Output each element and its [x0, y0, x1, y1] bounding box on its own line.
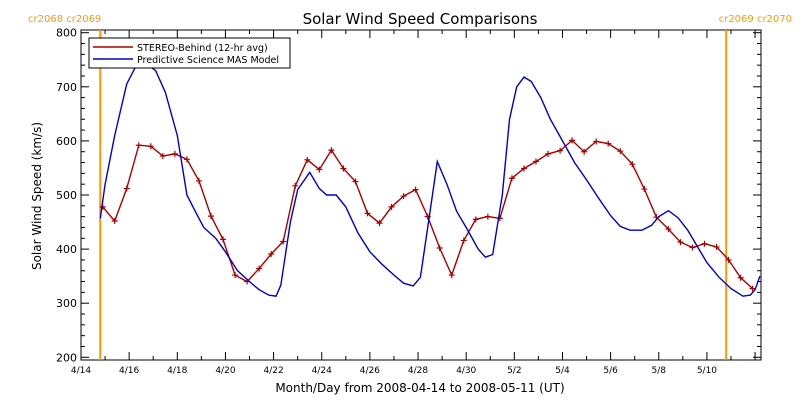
data-point-marker — [232, 272, 239, 279]
y-tick-label: 500 — [56, 189, 77, 202]
data-point-marker — [388, 203, 395, 210]
y-tick-label: 700 — [56, 81, 77, 94]
data-point-marker — [641, 186, 648, 193]
data-point-marker — [713, 243, 720, 250]
x-tick-label: 4/24 — [312, 366, 332, 376]
data-point-marker — [376, 220, 383, 227]
series-layer — [99, 61, 761, 297]
plot-frame — [80, 29, 762, 361]
data-point-marker — [629, 161, 636, 168]
x-axis-ticks: 4/14 4/16 4/18 4/20 4/22 4/24 4/26 4/28 4/30 5/2 5… — [71, 30, 756, 376]
y-tick-label: 800 — [56, 27, 77, 40]
data-point-marker — [749, 285, 756, 292]
x-axis-label: Month/Day from 2008-04-14 to 2008-05-11 … — [275, 381, 564, 395]
data-point-marker — [677, 239, 684, 246]
x-tick-label: 5/10 — [697, 366, 717, 376]
carrington-label-right: cr2069 cr2070 — [719, 14, 792, 25]
data-point-marker — [448, 272, 455, 279]
data-point-marker — [436, 245, 443, 252]
data-point-marker — [280, 238, 287, 245]
y-axis-ticks: 200 300 400 500 600 700 800 — [56, 27, 761, 364]
y-tick-label: 200 — [56, 351, 77, 364]
series-line-mas-model — [99, 61, 761, 297]
data-point-marker — [135, 142, 142, 149]
data-point-marker — [545, 150, 552, 157]
data-point-marker — [472, 216, 479, 223]
x-tick-label: 4/16 — [119, 366, 139, 376]
y-tick-label: 400 — [56, 243, 77, 256]
x-tick-label: 5/6 — [603, 366, 618, 376]
data-point-marker — [569, 137, 576, 144]
data-point-marker — [220, 236, 227, 243]
data-point-marker — [340, 165, 347, 172]
x-tick-label: 4/18 — [167, 366, 187, 376]
data-point-marker — [593, 138, 600, 145]
data-point-marker — [183, 156, 190, 163]
x-tick-label: 4/26 — [360, 366, 380, 376]
data-point-marker — [111, 217, 118, 224]
data-point-marker — [508, 175, 515, 182]
data-point-marker — [195, 177, 202, 184]
data-point-marker — [460, 237, 467, 244]
y-tick-label: 600 — [56, 135, 77, 148]
data-point-marker — [520, 165, 527, 172]
data-point-marker — [208, 213, 214, 220]
y-axis-label: Solar Wind Speed (km/s) — [30, 122, 44, 270]
data-point-marker — [316, 166, 323, 173]
x-tick-label: 4/22 — [263, 366, 283, 376]
carrington-lines — [99, 30, 728, 360]
data-point-marker — [533, 158, 539, 165]
legend-label-stereo: STEREO-Behind (12-hr avg) — [137, 43, 268, 54]
data-point-marker — [292, 182, 299, 189]
data-point-marker — [689, 244, 696, 251]
data-point-marker — [605, 140, 612, 147]
data-point-marker — [171, 150, 178, 157]
data-point-marker — [701, 240, 708, 247]
data-point-marker — [725, 256, 732, 263]
y-tick-label: 300 — [56, 297, 77, 310]
legend-box — [88, 37, 291, 69]
data-point-marker — [737, 274, 744, 281]
x-tick-label: 4/28 — [408, 366, 428, 376]
data-point-marker — [123, 185, 130, 192]
data-point-marker — [256, 265, 263, 272]
data-point-marker — [364, 210, 371, 217]
data-point-marker — [581, 148, 588, 155]
data-point-marker — [484, 213, 491, 220]
x-tick-label: 5/8 — [652, 366, 667, 376]
data-point-marker — [617, 148, 624, 155]
data-point-marker — [328, 147, 335, 154]
x-tick-label: 4/30 — [456, 366, 476, 376]
data-point-marker — [304, 156, 311, 163]
data-point-marker — [159, 153, 166, 160]
x-tick-label: 4/14 — [71, 366, 91, 376]
data-point-marker — [268, 250, 275, 257]
data-point-marker — [412, 186, 419, 193]
x-tick-label: 4/20 — [215, 366, 235, 376]
x-tick-label: 5/4 — [555, 366, 570, 376]
x-tick-label: 5/2 — [507, 366, 521, 376]
legend-label-model: Predictive Science MAS Model — [137, 55, 279, 66]
data-point-marker — [352, 178, 359, 185]
data-point-marker — [665, 226, 672, 233]
data-point-marker — [147, 143, 154, 150]
data-point-marker — [557, 147, 564, 154]
carrington-label-left: cr2068 cr2069 — [28, 14, 101, 25]
data-point-marker — [400, 193, 407, 200]
chart-title: Solar Wind Speed Comparisons — [303, 10, 538, 28]
legend: STEREO-Behind (12-hr avg) Predictive Sci… — [88, 37, 291, 69]
